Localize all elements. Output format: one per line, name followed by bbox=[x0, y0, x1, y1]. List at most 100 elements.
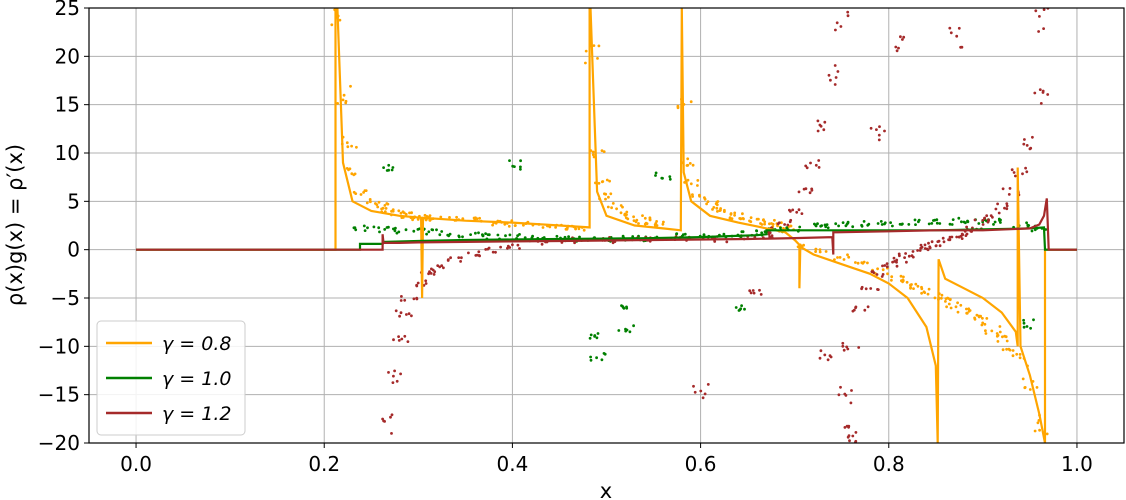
scatter-point bbox=[376, 205, 380, 209]
scatter-point bbox=[494, 250, 497, 254]
scatter-point bbox=[399, 211, 403, 215]
scatter-point bbox=[522, 223, 525, 227]
scatter-point bbox=[1029, 326, 1032, 330]
scatter-point bbox=[733, 211, 737, 215]
scatter-point bbox=[619, 204, 623, 207]
x-tick-label-3: 0.6 bbox=[685, 452, 717, 476]
scatter-point bbox=[455, 215, 458, 219]
scatter-point bbox=[723, 210, 726, 214]
scatter-point bbox=[345, 141, 349, 145]
scatter-point bbox=[981, 321, 985, 325]
scatter-point bbox=[844, 394, 848, 397]
scatter-point bbox=[817, 166, 821, 169]
scatter-point bbox=[885, 265, 889, 269]
scatter-point bbox=[554, 226, 557, 229]
scatter-point bbox=[457, 256, 461, 259]
scatter-point bbox=[352, 226, 356, 230]
scatter-point bbox=[1046, 93, 1050, 96]
scatter-point bbox=[459, 260, 462, 263]
scatter-point bbox=[910, 254, 914, 258]
scatter-point bbox=[1011, 349, 1015, 352]
scatter-point bbox=[442, 266, 445, 270]
scatter-point bbox=[383, 420, 386, 423]
scatter-point bbox=[838, 256, 842, 259]
scatter-point bbox=[869, 126, 873, 130]
scatter-point bbox=[951, 218, 955, 222]
scatter-point bbox=[845, 424, 849, 428]
legend: γ = 0.8 γ = 1.0 γ = 1.2 bbox=[96, 320, 246, 436]
scatter-point bbox=[435, 228, 438, 232]
scatter-point bbox=[902, 35, 906, 39]
scatter-point bbox=[922, 290, 926, 294]
scatter-point bbox=[593, 335, 596, 338]
y-axis-label: ρ(x)g(x) = ρ′(x) bbox=[3, 144, 27, 306]
scatter-point bbox=[603, 352, 607, 356]
scatter-point bbox=[984, 332, 988, 335]
scatter-point bbox=[400, 295, 403, 298]
scatter-point bbox=[946, 296, 949, 300]
scatter-point bbox=[698, 193, 701, 197]
scatter-point bbox=[934, 244, 938, 248]
scatter-point bbox=[950, 223, 954, 226]
scatter-point bbox=[668, 177, 672, 181]
scatter-point bbox=[758, 288, 761, 292]
scatter-point bbox=[800, 212, 804, 216]
scatter-point bbox=[759, 293, 763, 296]
scatter-point bbox=[959, 303, 963, 307]
scatter-point bbox=[383, 228, 387, 231]
scatter-point bbox=[738, 217, 742, 220]
scatter-point bbox=[901, 38, 904, 41]
scatter-point bbox=[895, 264, 899, 268]
scatter-point bbox=[344, 99, 348, 103]
scatter-point bbox=[849, 446, 852, 449]
scatter-point bbox=[950, 235, 954, 239]
scatter-point bbox=[834, 222, 838, 226]
scatter-point bbox=[989, 214, 993, 218]
scatter-point bbox=[706, 200, 710, 204]
scatter-point bbox=[338, 18, 342, 22]
scatter-point bbox=[402, 211, 406, 215]
scatter-point bbox=[842, 258, 846, 261]
scatter-point bbox=[930, 222, 934, 225]
scatter-point bbox=[336, 102, 339, 105]
scatter-point bbox=[829, 355, 833, 359]
scatter-point bbox=[399, 299, 403, 302]
legend-label-2: γ = 1.2 bbox=[162, 403, 231, 425]
scatter-point bbox=[895, 49, 899, 53]
scatter-point bbox=[693, 390, 697, 394]
scatter-point bbox=[1045, 432, 1049, 436]
scatter-point bbox=[955, 235, 959, 239]
scatter-point bbox=[841, 344, 845, 348]
scatter-point bbox=[478, 254, 481, 258]
scatter-point bbox=[743, 307, 746, 311]
plot-frame bbox=[88, 7, 1125, 444]
scatter-point bbox=[899, 35, 902, 39]
scatter-point bbox=[947, 302, 951, 306]
scatter-point bbox=[1037, 30, 1040, 33]
scatter-point bbox=[935, 221, 939, 225]
scatter-point bbox=[675, 232, 679, 236]
scatter-point bbox=[890, 275, 894, 279]
scatter-point bbox=[330, 23, 334, 27]
y-tick-label-3: −5 bbox=[51, 286, 80, 310]
scatter-point bbox=[954, 305, 958, 309]
scatter-point bbox=[404, 228, 408, 232]
scatter-point bbox=[484, 232, 487, 236]
x-tick-label-5: 1.0 bbox=[1061, 452, 1093, 476]
scatter-point bbox=[797, 190, 801, 194]
y-tick-label-9: 25 bbox=[55, 0, 80, 20]
scatter-point bbox=[741, 212, 744, 216]
scatter-point bbox=[398, 314, 401, 318]
scatter-point bbox=[600, 180, 604, 184]
scatter-point bbox=[1039, 102, 1043, 105]
scatter-point bbox=[846, 253, 849, 257]
scatter-point bbox=[757, 217, 760, 221]
scatter-point bbox=[860, 224, 864, 228]
scatter-point bbox=[403, 298, 407, 302]
scatter-point bbox=[977, 314, 981, 318]
scatter-point bbox=[923, 243, 927, 247]
scatter-point bbox=[685, 164, 689, 167]
scatter-point bbox=[740, 230, 744, 234]
scatter-point bbox=[716, 210, 719, 213]
scatter-point bbox=[876, 267, 879, 271]
